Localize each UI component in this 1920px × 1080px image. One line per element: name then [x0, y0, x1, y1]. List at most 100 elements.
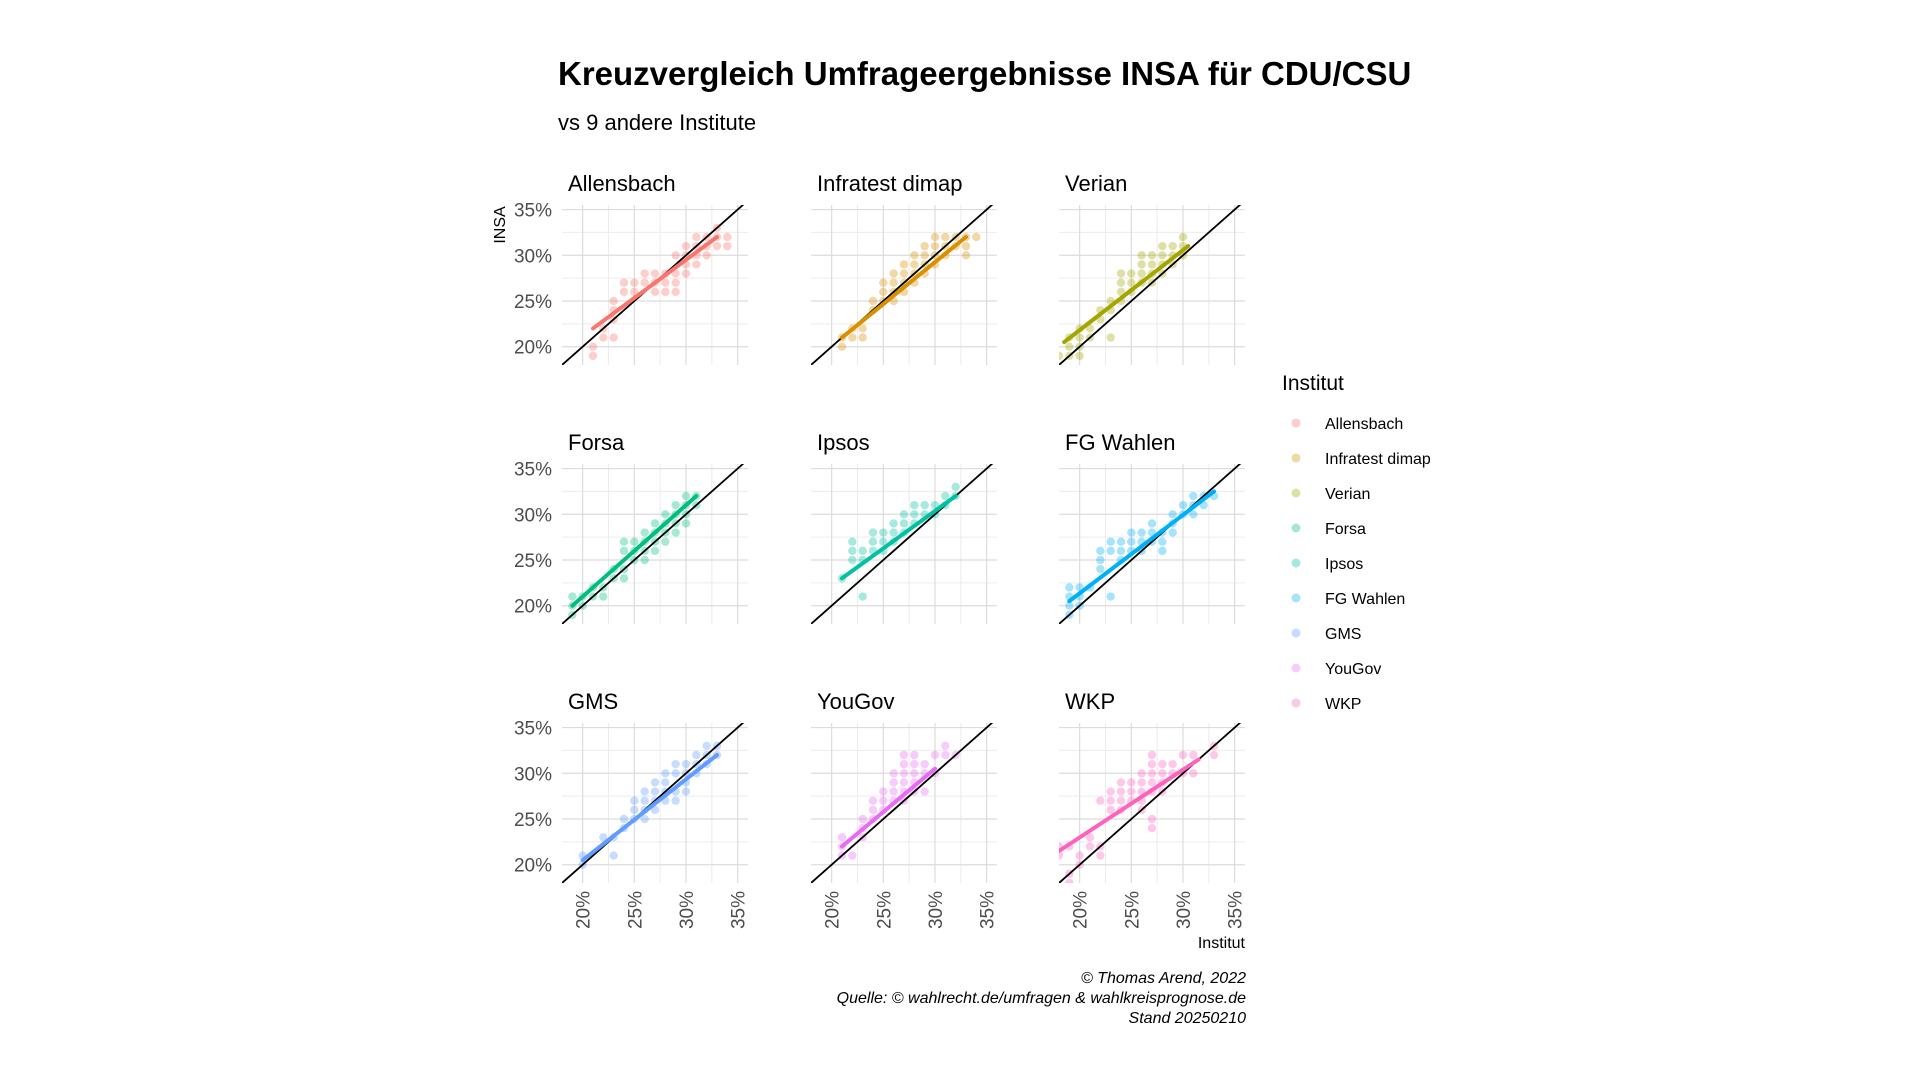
- data-point: [848, 333, 857, 342]
- data-point: [1147, 750, 1157, 760]
- data-point: [941, 232, 950, 242]
- y-tick-label: 20%: [514, 856, 552, 877]
- panel-title-allensbach: Allensbach: [568, 171, 676, 196]
- data-point: [619, 546, 629, 556]
- data-point: [650, 778, 660, 787]
- legend-label: YouGov: [1325, 661, 1381, 678]
- legend-key-dot: [1291, 523, 1301, 533]
- data-point: [910, 750, 919, 760]
- data-point: [1127, 778, 1136, 787]
- data-point: [1137, 778, 1146, 787]
- data-point: [1127, 537, 1136, 546]
- data-point: [1096, 851, 1105, 860]
- data-point: [1096, 564, 1105, 574]
- data-point: [1085, 324, 1095, 333]
- data-point: [920, 759, 929, 769]
- data-point: [1189, 769, 1198, 778]
- data-point: [650, 519, 660, 528]
- data-point: [899, 519, 909, 528]
- data-point: [630, 278, 639, 287]
- data-point: [1147, 769, 1157, 778]
- data-point: [1137, 528, 1146, 537]
- reference-line: [1059, 723, 1242, 883]
- y-tick-label: 35%: [514, 460, 552, 481]
- trend-line: [1062, 244, 1191, 345]
- data-point: [1189, 491, 1198, 501]
- data-point: [1075, 851, 1084, 860]
- data-point: [1147, 778, 1157, 787]
- panel-forsa: Forsa 20% 25% 30% 35%: [514, 430, 748, 624]
- panel-plot-wkp: [1059, 723, 1242, 883]
- data-point: [1059, 351, 1064, 361]
- data-point: [619, 574, 629, 583]
- data-point: [609, 851, 618, 860]
- data-point: [879, 537, 888, 546]
- data-point: [650, 805, 660, 815]
- data-point: [640, 814, 649, 824]
- data-point: [1116, 278, 1126, 287]
- caption-source: Quelle: © wahlrecht.de/umfragen & wahlkr…: [837, 990, 1246, 1007]
- data-point: [723, 241, 732, 251]
- legend-key-dot: [1291, 663, 1301, 673]
- data-point: [1189, 750, 1198, 760]
- data-point: [1147, 519, 1157, 528]
- y-tick-label: 30%: [514, 764, 552, 785]
- legend-key-dot: [1291, 628, 1301, 638]
- data-point: [1116, 287, 1126, 297]
- data-point: [1116, 537, 1126, 546]
- data-point: [868, 796, 878, 805]
- panel-title-verian: Verian: [1065, 171, 1127, 196]
- data-point: [1137, 769, 1146, 778]
- data-point: [889, 528, 898, 537]
- data-point: [692, 750, 701, 760]
- data-point: [1158, 241, 1167, 251]
- data-point: [661, 510, 670, 519]
- data-point: [619, 814, 629, 824]
- legend-label: Verian: [1325, 486, 1370, 503]
- panel-title-gms: GMS: [568, 689, 618, 714]
- data-point: [1096, 555, 1105, 565]
- legend-item: Ipsos: [1291, 556, 1363, 573]
- chart-title: Kreuzvergleich Umfrageergebnisse INSA fü…: [558, 55, 1411, 92]
- x-tick-label: 25%: [1122, 891, 1143, 929]
- data-point: [681, 241, 691, 251]
- data-point: [951, 482, 960, 492]
- data-point: [1178, 750, 1188, 760]
- data-point: [1127, 528, 1136, 537]
- panel-title-forsa: Forsa: [568, 430, 625, 455]
- data-point: [630, 537, 639, 546]
- data-point: [910, 251, 919, 260]
- data-point: [889, 778, 898, 787]
- data-point: [1137, 269, 1146, 278]
- panel-plot-verian: [1059, 205, 1242, 365]
- data-point: [671, 759, 680, 769]
- y-tick-label: 20%: [514, 597, 552, 618]
- data-point: [941, 741, 950, 751]
- data-point: [879, 787, 888, 796]
- data-point: [640, 269, 649, 278]
- trend-line: [1067, 489, 1216, 604]
- data-point: [868, 528, 878, 537]
- panel-title-infratest-dimap: Infratest dimap: [817, 171, 963, 196]
- data-point: [910, 510, 919, 519]
- data-point: [1065, 342, 1074, 351]
- data-point: [889, 269, 898, 278]
- legend-label: WKP: [1325, 696, 1361, 713]
- legend-key-dot: [1291, 593, 1301, 603]
- data-point: [1168, 241, 1177, 251]
- data-point: [650, 287, 660, 297]
- legend-label: Infratest dimap: [1325, 451, 1431, 468]
- data-point: [1116, 546, 1126, 556]
- data-point: [899, 260, 909, 269]
- data-point: [1168, 528, 1177, 537]
- data-point: [920, 787, 929, 796]
- trend-line: [570, 494, 699, 608]
- data-point: [889, 278, 898, 287]
- trend-line: [840, 766, 937, 849]
- data-point: [930, 232, 940, 242]
- data-point: [899, 769, 909, 778]
- data-point: [1147, 759, 1157, 769]
- panel-yougov: YouGov 20% 25% 30% 35%: [811, 689, 999, 929]
- data-point: [889, 769, 898, 778]
